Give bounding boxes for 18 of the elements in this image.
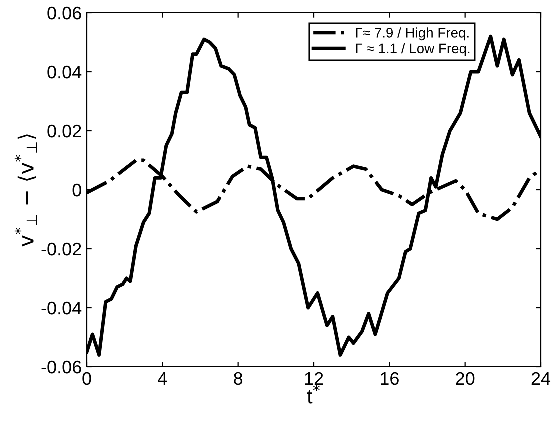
y-tick-label: -0.06 <box>42 360 82 374</box>
x-axis-title: t$^{*}$ <box>307 384 320 404</box>
x-tick-label: 20 <box>456 372 475 386</box>
y-tick-label: 0.02 <box>48 124 82 138</box>
x-tick-label: 24 <box>532 372 551 385</box>
x-tick-label: 12 <box>305 372 324 385</box>
y-tick-label: -0.04 <box>42 302 82 315</box>
x-tick-label: 16 <box>381 372 399 386</box>
y-tick-label: 0.06 <box>48 6 82 20</box>
x-tick-label: 0 <box>82 372 92 386</box>
y-axis-title: v$^{*}$$_{⊥}$ − ⟨v$^{*}$$_{⊥}$⟩ <box>14 134 38 247</box>
y-tick-label: 0.04 <box>48 66 82 79</box>
legend-label: Γ≈ 7.9 / High Freq. <box>356 28 469 41</box>
legend-label: Γ ≈ 1.1 / Low Freq. <box>356 43 470 56</box>
x-tick-label: 8 <box>234 372 243 386</box>
x-tick-label: 4 <box>158 372 168 385</box>
y-tick-label: 0 <box>72 184 82 197</box>
y-tick-label: -0.02 <box>42 242 82 256</box>
